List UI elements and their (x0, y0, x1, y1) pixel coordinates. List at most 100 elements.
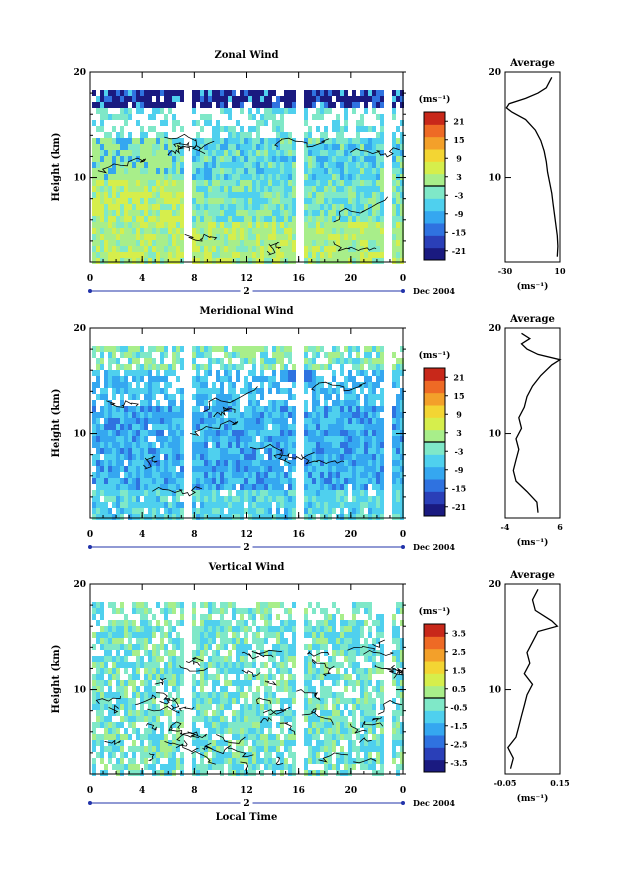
heatmap-cell (120, 388, 124, 394)
heatmap-cell (196, 650, 200, 656)
heatmap-cell (264, 764, 268, 770)
heatmap-cell (324, 204, 328, 210)
heatmap-cell (272, 180, 276, 186)
heatmap-cell (180, 758, 184, 764)
heatmap-cell (164, 90, 168, 96)
heatmap-cell (264, 120, 268, 126)
heatmap-cell (332, 168, 336, 174)
heatmap-cell (344, 466, 348, 472)
heatmap-cell (256, 90, 260, 96)
heatmap-cell (356, 496, 360, 502)
heatmap-cell (164, 150, 168, 156)
heatmap-cell (204, 478, 208, 484)
heatmap-cell (352, 234, 356, 240)
heatmap-cell (380, 472, 384, 478)
heatmap-cell (320, 424, 324, 430)
heatmap-cell (172, 674, 176, 680)
heatmap-cell (372, 174, 376, 180)
heatmap-cell (392, 376, 396, 382)
heatmap-cell (392, 168, 396, 174)
heatmap-cell (124, 120, 128, 126)
heatmap-cell (132, 680, 136, 686)
heatmap-cell (240, 514, 244, 520)
heatmap-cell (104, 156, 108, 162)
heatmap-cell (144, 198, 148, 204)
heatmap-cell (136, 448, 140, 454)
heatmap-cell (164, 346, 168, 352)
heatmap-cell (376, 394, 380, 400)
heatmap-cell (280, 400, 284, 406)
heatmap-cell (140, 132, 144, 138)
heatmap-cell (104, 704, 108, 710)
heatmap-cell (172, 252, 176, 258)
heatmap-cell (248, 626, 252, 632)
heatmap-cell (208, 722, 212, 728)
heatmap-cell (152, 632, 156, 638)
heatmap-cell (168, 650, 172, 656)
heatmap-cell (280, 490, 284, 496)
heatmap-cell (232, 252, 236, 258)
heatmap-cell (116, 436, 120, 442)
heatmap-cell (220, 656, 224, 662)
heatmap-cell (196, 680, 200, 686)
colorbar-band (424, 479, 445, 492)
heatmap-cell (172, 460, 176, 466)
heatmap-cell (224, 174, 228, 180)
heatmap-cell (216, 496, 220, 502)
heatmap-cell (368, 388, 372, 394)
heatmap-cell (316, 198, 320, 204)
heatmap-cell (352, 484, 356, 490)
heatmap-cell (148, 764, 152, 770)
heatmap-cell (348, 144, 352, 150)
heatmap-cell (380, 364, 384, 370)
heatmap-cell (136, 638, 140, 644)
heatmap-cell (240, 460, 244, 466)
heatmap-cell (196, 234, 200, 240)
heatmap-cell (120, 484, 124, 490)
heatmap-cell (312, 186, 316, 192)
heatmap-cell (284, 216, 288, 222)
heatmap-cell (152, 216, 156, 222)
heatmap-cell (132, 484, 136, 490)
heatmap-cell (336, 120, 340, 126)
heatmap-cell (304, 240, 308, 246)
colorbar-tick-label: 3 (456, 172, 462, 182)
heatmap-cell (128, 430, 132, 436)
heatmap-cell (256, 150, 260, 156)
heatmap-cell (316, 454, 320, 460)
heatmap-cell (220, 484, 224, 490)
heatmap-cell (128, 454, 132, 460)
heatmap-cell (144, 358, 148, 364)
heatmap-cell (268, 114, 272, 120)
heatmap-cell (288, 394, 292, 400)
heatmap-cell (328, 442, 332, 448)
heatmap-cell (352, 508, 356, 514)
heatmap-cell (212, 740, 216, 746)
heatmap-cell (92, 734, 96, 740)
heatmap-cell (176, 418, 180, 424)
heatmap-cell (144, 168, 148, 174)
heatmap-cell (220, 698, 224, 704)
heatmap-cell (164, 472, 168, 478)
heatmap-cell (244, 722, 248, 728)
heatmap-cell (144, 258, 148, 264)
heatmap-cell (368, 382, 372, 388)
heatmap-cell (236, 376, 240, 382)
heatmap-cell (220, 448, 224, 454)
heatmap-cell (140, 96, 144, 102)
heatmap-cell (276, 514, 280, 520)
heatmap-cell (364, 490, 368, 496)
heatmap-cell (176, 436, 180, 442)
heatmap-cell (220, 740, 224, 746)
heatmap-cell (228, 620, 232, 626)
heatmap-cell (124, 252, 128, 258)
heatmap-cell (340, 156, 344, 162)
heatmap-cell (156, 514, 160, 520)
heatmap-cell (136, 686, 140, 692)
day-range-start (88, 545, 92, 549)
heatmap-cell (164, 620, 168, 626)
heatmap-cell (100, 358, 104, 364)
heatmap-cell (112, 394, 116, 400)
heatmap-cell (392, 436, 396, 442)
heatmap-cell (324, 406, 328, 412)
